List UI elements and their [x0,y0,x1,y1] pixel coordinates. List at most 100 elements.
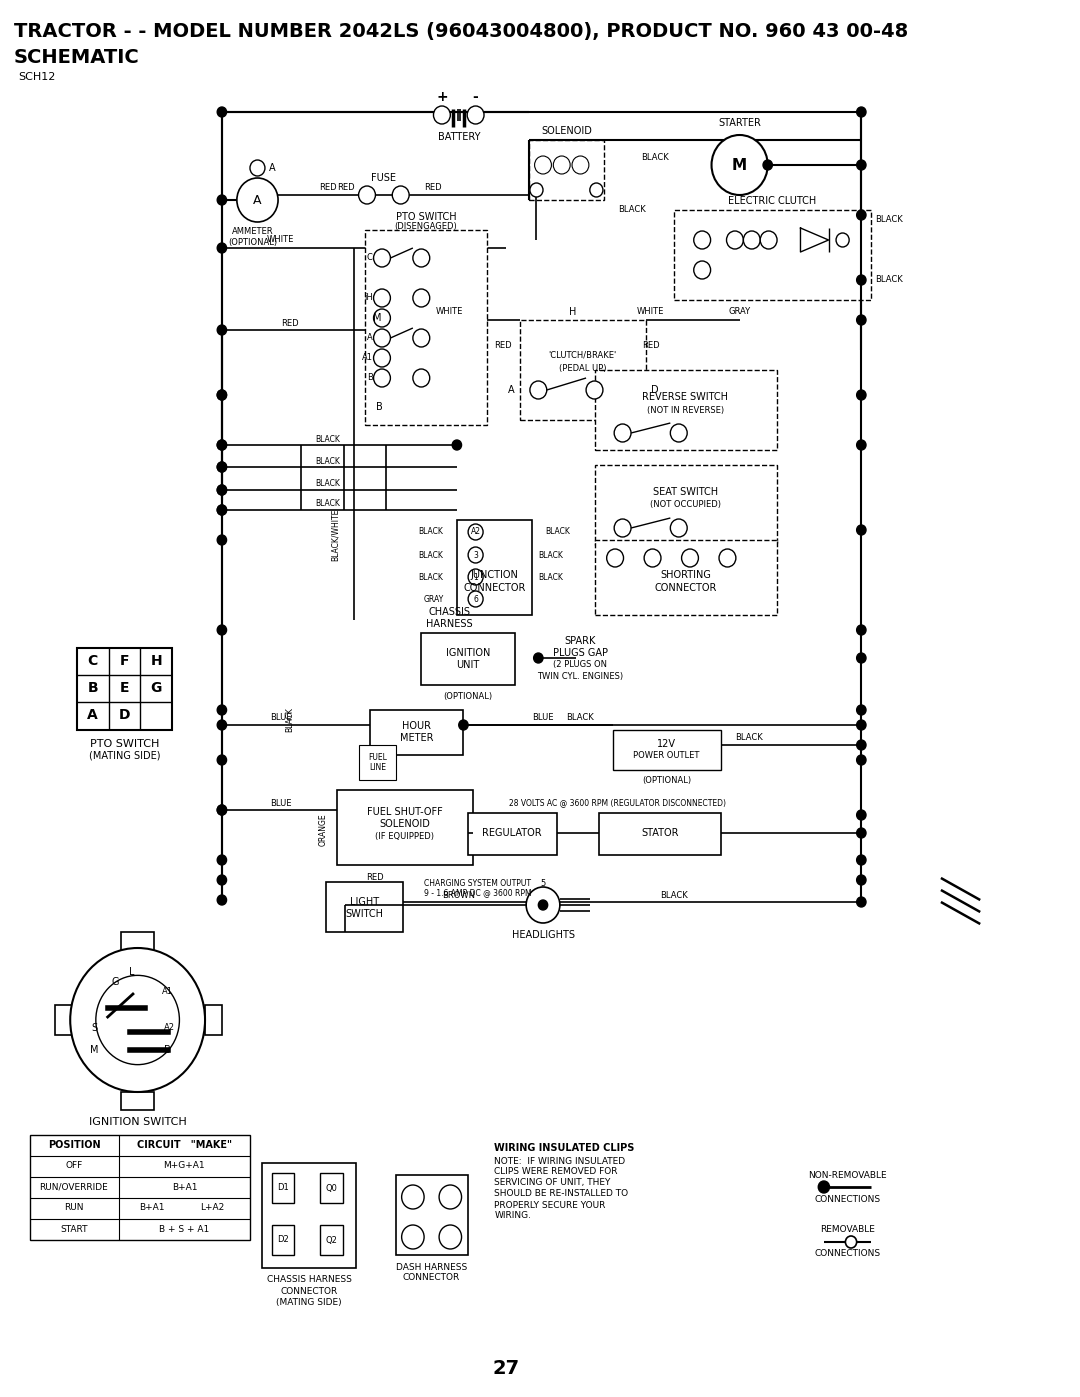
Text: BROWN: BROWN [442,890,475,900]
Text: BLACK: BLACK [315,500,340,509]
Circle shape [538,900,548,909]
Text: BLACK: BLACK [418,528,443,536]
Text: WHITE: WHITE [435,307,463,317]
Circle shape [856,161,866,170]
Circle shape [217,390,227,400]
Text: B: B [87,680,98,694]
Text: SCH12: SCH12 [18,73,56,82]
Bar [271,1225,294,1255]
Circle shape [856,652,866,664]
Text: BLACK: BLACK [876,275,903,285]
Circle shape [70,949,205,1092]
Circle shape [413,289,430,307]
Text: A2: A2 [164,1024,175,1032]
Text: CONNECTOR: CONNECTOR [403,1274,460,1282]
Bar [421,633,515,685]
Circle shape [819,1180,829,1193]
Text: RED: RED [338,183,355,191]
Circle shape [615,520,631,536]
Circle shape [217,504,227,515]
Text: JUNCTION: JUNCTION [471,570,518,580]
Bar [55,1004,72,1035]
Circle shape [607,549,623,567]
Bar [468,813,557,855]
Bar [529,140,604,200]
Circle shape [402,1185,424,1208]
Circle shape [217,705,227,715]
Text: REVERSE SWITCH: REVERSE SWITCH [643,393,728,402]
Text: D2: D2 [276,1235,288,1245]
Text: STARTER: STARTER [718,117,761,129]
Circle shape [856,525,866,535]
Text: BLACK: BLACK [567,714,594,722]
Text: A: A [367,334,373,342]
Text: A: A [87,708,98,722]
Text: L+A2: L+A2 [201,1203,225,1213]
Text: TWIN CYL. ENGINES): TWIN CYL. ENGINES) [538,672,623,680]
Text: D1: D1 [276,1183,288,1193]
Text: CONNECTOR: CONNECTOR [463,583,526,592]
Circle shape [856,754,866,766]
Text: (PEDAL UP): (PEDAL UP) [558,363,606,373]
Bar [594,541,778,615]
Text: (DISENGAGED): (DISENGAGED) [394,222,457,232]
Text: A1: A1 [162,988,173,996]
Circle shape [590,183,603,197]
Circle shape [217,108,227,117]
Bar [359,745,396,780]
Text: BLACK: BLACK [315,479,340,489]
Text: 5: 5 [540,879,545,887]
Text: 6: 6 [473,595,478,604]
Text: L: L [130,967,135,977]
Circle shape [217,754,227,766]
Circle shape [681,549,699,567]
Bar [326,882,403,932]
Text: WIRING INSULATED CLIPS: WIRING INSULATED CLIPS [495,1143,635,1153]
Text: CONNECTIONS: CONNECTIONS [814,1249,880,1259]
Circle shape [856,314,866,326]
Text: A: A [509,386,515,395]
Text: BLACK: BLACK [660,890,688,900]
Circle shape [743,231,760,249]
Bar [594,465,778,545]
Text: GRAY: GRAY [423,595,444,604]
Text: REMOVABLE: REMOVABLE [820,1225,875,1235]
Text: SEAT SWITCH: SEAT SWITCH [652,488,718,497]
Text: BLUE: BLUE [270,714,292,722]
Circle shape [727,231,743,249]
Circle shape [468,106,484,124]
Circle shape [374,369,390,387]
Text: RED: RED [423,183,442,191]
Text: 27: 27 [492,1358,519,1377]
Circle shape [217,440,227,450]
Circle shape [856,897,866,907]
Text: ORANGE: ORANGE [319,813,327,847]
Circle shape [217,462,227,472]
Text: START: START [60,1225,87,1234]
Text: WIRING.: WIRING. [495,1211,531,1221]
Circle shape [712,136,768,196]
Circle shape [237,177,278,222]
Text: D: D [650,386,659,395]
Circle shape [96,975,179,1065]
Text: A1: A1 [362,353,373,362]
Circle shape [856,210,866,219]
Bar [77,648,173,731]
Circle shape [402,1225,424,1249]
Circle shape [671,425,687,441]
Circle shape [217,805,227,814]
Text: SWITCH: SWITCH [346,909,383,919]
Text: BLACK/WHITE: BLACK/WHITE [330,509,340,562]
Circle shape [534,652,543,664]
Text: HOUR: HOUR [402,721,431,731]
Text: BLUE: BLUE [532,714,554,722]
Text: HARNESS: HARNESS [427,619,473,629]
Bar [320,1225,342,1255]
Text: B: B [376,402,382,412]
Text: BLACK: BLACK [642,154,670,162]
Circle shape [468,569,483,585]
Circle shape [217,535,227,545]
Text: WHITE: WHITE [637,307,664,317]
Bar [121,932,154,950]
Circle shape [535,156,552,175]
